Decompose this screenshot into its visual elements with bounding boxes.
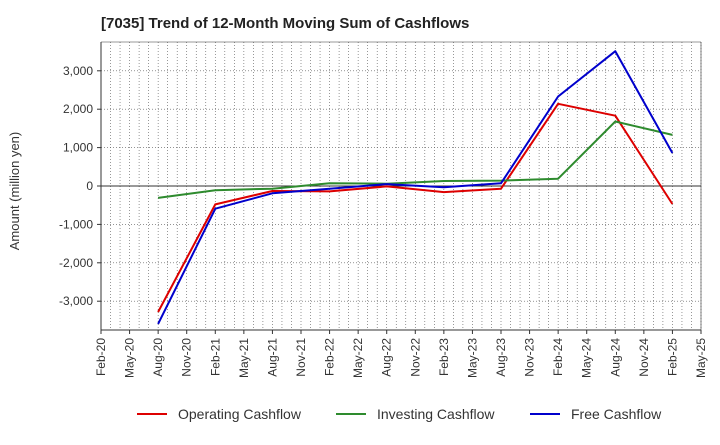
x-tick-label: Aug-20 [151,338,165,377]
x-tick-label: May-23 [465,338,479,378]
y-axis-label: Amount (million yen) [7,132,22,251]
x-tick-label: Feb-20 [94,338,108,376]
x-tick-label: Nov-22 [408,338,422,377]
x-tick-label: Feb-22 [323,338,337,376]
chart-title: [7035] Trend of 12-Month Moving Sum of C… [101,15,470,32]
series-line-1 [157,120,673,199]
x-tick-label: Nov-24 [637,338,651,377]
x-tick-label: Feb-21 [208,338,222,376]
x-tick-label: May-25 [694,338,708,378]
y-axis: -3,000 -2,000 -1,000 0 1,000 2,000 3,000 [59,41,702,331]
y-tick-label: 3,000 [63,64,93,78]
x-tick-label: Feb-23 [437,338,451,376]
x-tick-label: Aug-22 [380,338,394,377]
x-tick-label: May-22 [351,338,365,378]
grid-lines [100,42,702,330]
legend-label-2: Free Cashflow [571,406,662,422]
x-tick-label: Nov-20 [180,338,194,377]
x-tick-label: May-20 [123,338,137,378]
legend-label-1: Investing Cashflow [377,406,495,422]
y-tick-label: -2,000 [59,256,93,270]
legend: Operating Cashflow Investing Cashflow Free… [137,406,662,422]
y-tick-label: -3,000 [59,294,93,308]
y-tick-label: 0 [86,179,93,193]
x-tick-label: Aug-21 [265,338,279,377]
x-tick-label: Feb-25 [665,338,679,376]
x-tick-label: Nov-23 [523,338,537,377]
y-tick-label: 2,000 [63,102,93,116]
x-tick-label: May-24 [580,338,594,378]
series-layer [157,50,674,325]
series-line-2 [157,50,674,325]
legend-label-0: Operating Cashflow [178,406,302,422]
x-tick-label: Nov-21 [294,338,308,377]
series-line-0 [157,102,674,313]
x-tick-label: Aug-23 [494,338,508,377]
x-tick-label: May-21 [237,338,251,378]
y-tick-label: 1,000 [63,141,93,155]
x-tick-label: Aug-24 [608,338,622,377]
x-axis: Feb-20 May-20 Aug-20 Nov-20 Feb-21 May-21 Aug-… [94,330,708,378]
y-tick-label: -1,000 [59,217,93,231]
x-tick-label: Feb-24 [551,338,565,376]
